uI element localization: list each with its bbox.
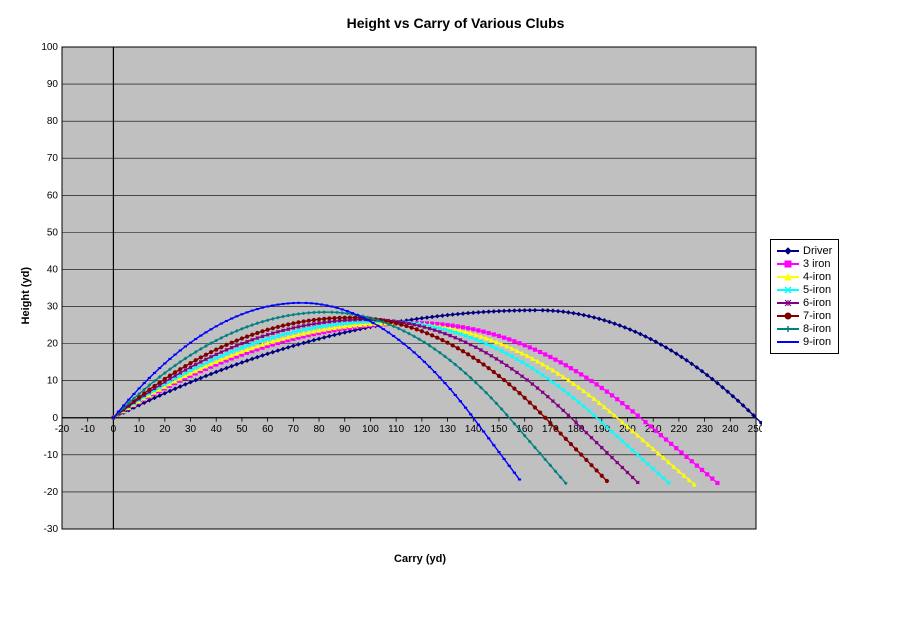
plot-svg: -30-20-100102030405060708090100-20-10010…: [32, 41, 762, 551]
legend: Driver3 iron4-iron5-iron6-iron7-iron8-ir…: [770, 239, 839, 354]
svg-text:30: 30: [47, 302, 59, 313]
svg-text:50: 50: [47, 227, 59, 238]
svg-text:230: 230: [696, 424, 713, 435]
svg-text:-30: -30: [44, 524, 59, 535]
svg-text:110: 110: [388, 424, 404, 435]
svg-text:90: 90: [339, 424, 351, 435]
svg-text:100: 100: [362, 424, 379, 435]
legend-item-5-iron: 5-iron: [777, 284, 832, 296]
svg-text:40: 40: [47, 264, 59, 275]
svg-text:50: 50: [236, 424, 248, 435]
svg-text:100: 100: [41, 42, 58, 53]
svg-text:70: 70: [47, 153, 59, 164]
svg-text:240: 240: [722, 424, 739, 435]
legend-swatch: [777, 272, 799, 282]
legend-swatch: [777, 285, 799, 295]
legend-item-6-iron: 6-iron: [777, 297, 832, 309]
legend-label: 6-iron: [803, 297, 831, 309]
svg-text:40: 40: [211, 424, 223, 435]
legend-swatch: [777, 324, 799, 334]
svg-text:130: 130: [439, 424, 456, 435]
svg-text:0: 0: [52, 413, 58, 424]
svg-text:70: 70: [288, 424, 300, 435]
svg-text:-10: -10: [80, 424, 95, 435]
legend-label: 3 iron: [803, 258, 831, 270]
svg-text:60: 60: [47, 190, 59, 201]
legend-item-3-iron: 3 iron: [777, 258, 832, 270]
chart-title: Height vs Carry of Various Clubs: [15, 15, 896, 31]
svg-text:80: 80: [47, 116, 59, 127]
legend-swatch: [777, 259, 799, 269]
chart-body: Height (yd) -30 -20 -10 0 10 20 30 40 50 60 70 80 90…: [15, 41, 896, 551]
svg-text:220: 220: [671, 424, 688, 435]
chart-container: Height vs Carry of Various Clubs Height …: [15, 15, 896, 608]
legend-item-driver: Driver: [777, 245, 832, 257]
y-axis-label: Height (yd): [15, 267, 32, 324]
legend-label: 8-iron: [803, 323, 831, 335]
x-axis-label: Carry (yd): [55, 553, 785, 565]
svg-text:20: 20: [159, 424, 171, 435]
svg-text:-20: -20: [44, 487, 59, 498]
legend-label: Driver: [803, 245, 832, 257]
legend-item-9-iron: 9-iron: [777, 336, 832, 348]
svg-text:250: 250: [748, 424, 762, 435]
svg-text:20: 20: [47, 339, 59, 350]
svg-text:-10: -10: [44, 450, 59, 461]
legend-item-4-iron: 4-iron: [777, 271, 832, 283]
legend-item-7-iron: 7-iron: [777, 310, 832, 322]
legend-swatch: [777, 246, 799, 256]
legend-label: 4-iron: [803, 271, 831, 283]
svg-text:10: 10: [134, 424, 146, 435]
svg-text:80: 80: [313, 424, 325, 435]
svg-text:150: 150: [491, 424, 508, 435]
legend-item-8-iron: 8-iron: [777, 323, 832, 335]
svg-text:10: 10: [47, 376, 59, 387]
legend-label: 7-iron: [803, 310, 831, 322]
svg-text:90: 90: [47, 79, 59, 90]
svg-text:120: 120: [414, 424, 431, 435]
legend-swatch: [777, 298, 799, 308]
legend-swatch: [777, 337, 799, 347]
legend-label: 5-iron: [803, 284, 831, 296]
legend-swatch: [777, 311, 799, 321]
svg-text:30: 30: [185, 424, 197, 435]
plot-wrapper: -30-20-100102030405060708090100-20-10010…: [32, 41, 762, 551]
legend-label: 9-iron: [803, 336, 831, 348]
svg-text:60: 60: [262, 424, 274, 435]
